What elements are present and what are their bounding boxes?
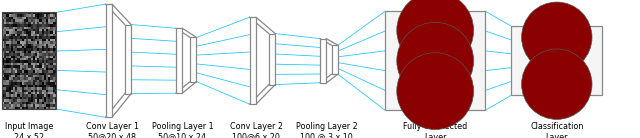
Bar: [385, 11, 485, 110]
Text: Conv Layer 2
100@6 x 20: Conv Layer 2 100@6 x 20: [230, 122, 282, 138]
Ellipse shape: [397, 53, 474, 129]
Polygon shape: [320, 39, 326, 83]
Polygon shape: [269, 34, 275, 85]
Ellipse shape: [397, 22, 474, 99]
Text: Conv Layer 1
50@20 x 48: Conv Layer 1 50@20 x 48: [86, 122, 138, 138]
Polygon shape: [125, 25, 131, 94]
Bar: [1, 12, 56, 109]
Polygon shape: [250, 17, 256, 104]
Polygon shape: [106, 4, 112, 117]
Bar: [511, 26, 602, 95]
Text: Pooling Layer 1
50@10 x 24: Pooling Layer 1 50@10 x 24: [152, 122, 213, 138]
Polygon shape: [190, 37, 196, 82]
Polygon shape: [332, 45, 338, 74]
Ellipse shape: [397, 0, 474, 69]
Ellipse shape: [522, 2, 592, 72]
Text: Fully Connected
Layer: Fully Connected Layer: [403, 122, 467, 138]
Ellipse shape: [522, 49, 592, 119]
Text: Classification
Layer: Classification Layer: [530, 122, 584, 138]
Text: Input Image
24 x 52: Input Image 24 x 52: [4, 122, 53, 138]
Polygon shape: [176, 28, 182, 93]
Text: Pooling Layer 2
100 @ 3 x 10: Pooling Layer 2 100 @ 3 x 10: [296, 122, 357, 138]
